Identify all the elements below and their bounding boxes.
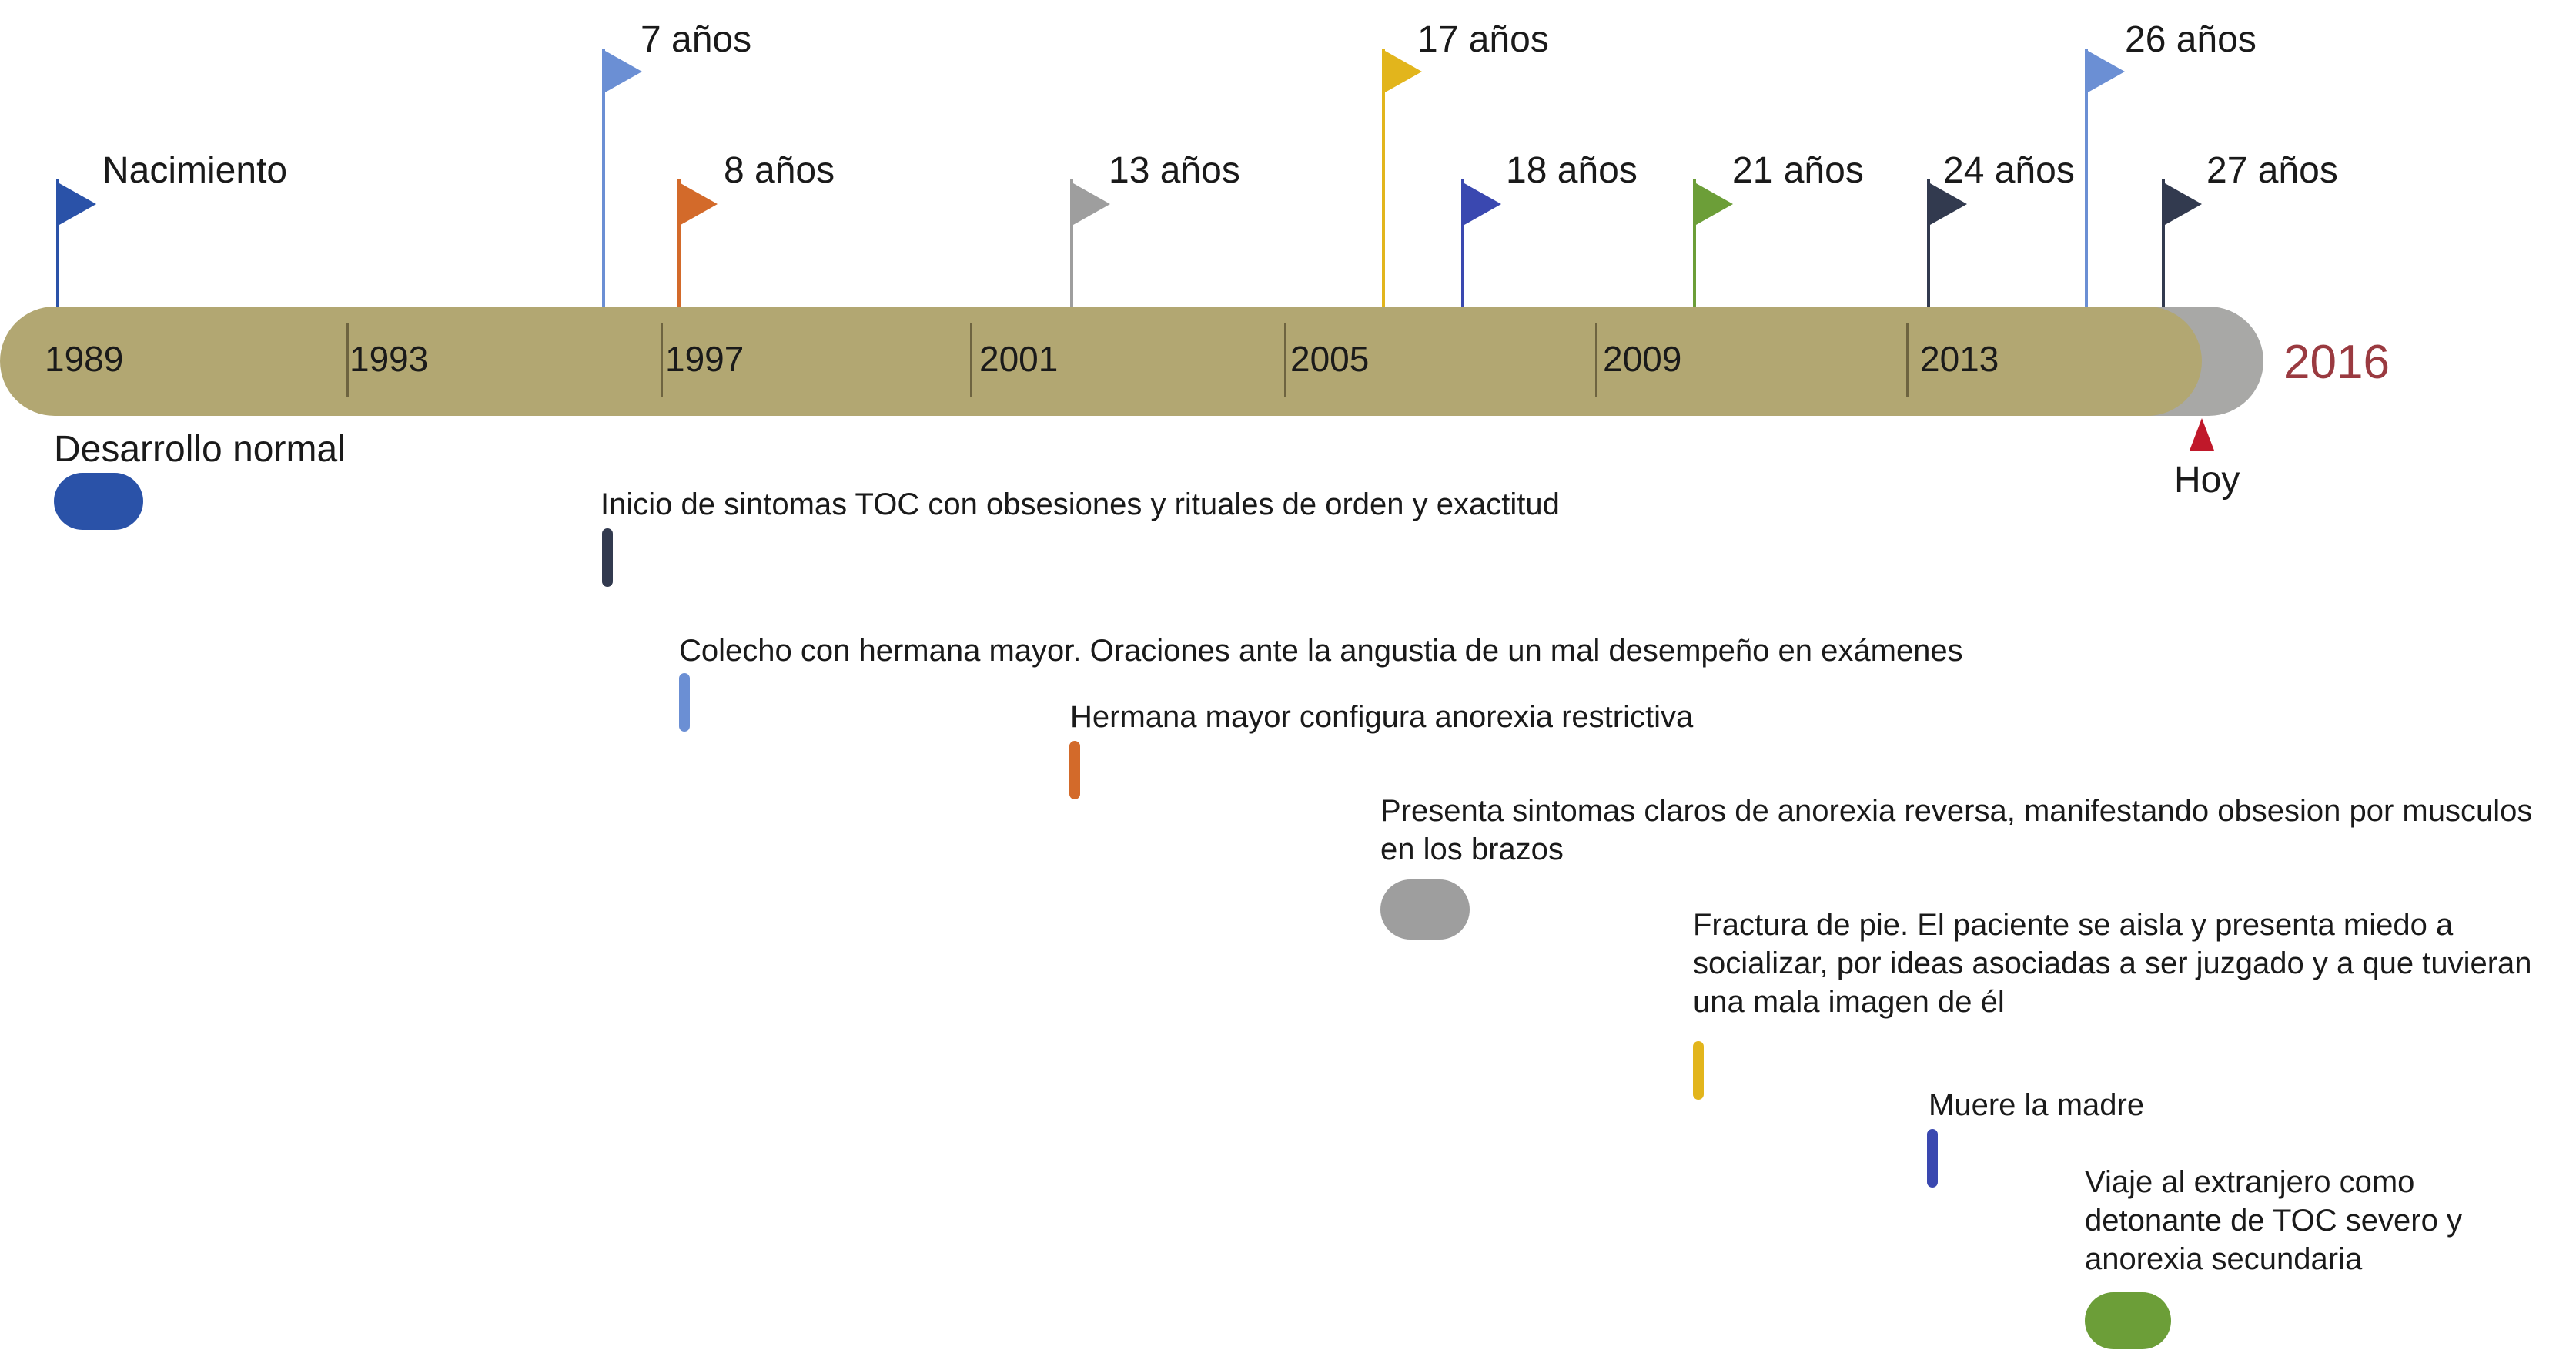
event-text: Fractura de pie. El paciente se aisla y …: [1693, 908, 2532, 1019]
timeline-bar: [0, 307, 2202, 416]
year-tick: [346, 323, 349, 397]
flag-label: Nacimiento: [102, 150, 288, 191]
event-marker: [602, 528, 613, 587]
flag-pole: [1382, 49, 1385, 307]
year-label: 2001: [979, 339, 1059, 379]
year-tick: [1284, 323, 1286, 397]
year-label: 1989: [45, 339, 124, 379]
year-tick: [661, 323, 663, 397]
flag-icon: [59, 183, 96, 225]
year-label: 2005: [1290, 339, 1370, 379]
flag-pole: [1461, 179, 1464, 307]
flag-pole: [677, 179, 681, 307]
flag-pole: [1927, 179, 1930, 307]
today-marker-icon: [2190, 418, 2214, 451]
year-label: 2009: [1603, 339, 1682, 379]
flag-pole: [602, 49, 605, 307]
event-text: Desarrollo normal: [54, 429, 346, 470]
flag-icon: [605, 51, 642, 92]
flag-icon: [681, 183, 718, 225]
flag-label: 24 años: [1943, 150, 2075, 191]
event-text: Muere la madre: [1929, 1088, 2145, 1122]
event-marker: [679, 673, 690, 732]
flag-label: 18 años: [1506, 150, 1638, 191]
year-label: 2013: [1920, 339, 1999, 379]
flag-icon: [2165, 183, 2202, 225]
flag-label: 7 años: [641, 19, 752, 60]
flag-label: 26 años: [2125, 19, 2257, 60]
flag-label: 8 años: [724, 150, 835, 191]
end-year-label: 2016: [2283, 336, 2390, 389]
flag-pole: [2162, 179, 2165, 307]
flag-icon: [1930, 183, 1967, 225]
today-label: Hoy: [2174, 460, 2240, 501]
year-tick: [1595, 323, 1597, 397]
flag-pole: [2085, 49, 2088, 307]
event-text: Inicio de sintomas TOC con obsesiones y …: [601, 487, 1560, 521]
flag-icon: [1696, 183, 1733, 225]
flag-label: 27 años: [2206, 150, 2338, 191]
flag-label: 13 años: [1109, 150, 1240, 191]
flag-icon: [1073, 183, 1110, 225]
event-marker: [1927, 1129, 1938, 1188]
flag-pole: [56, 179, 59, 307]
event-text: Hermana mayor configura anorexia restric…: [1070, 700, 1694, 734]
event-text: Colecho con hermana mayor. Oraciones ant…: [679, 634, 1963, 668]
event-text: Viaje al extranjero como detonante de TO…: [2085, 1165, 2462, 1276]
flag-label: 21 años: [1732, 150, 1864, 191]
event-marker: [2085, 1292, 2171, 1349]
flag-icon: [1464, 183, 1501, 225]
event-marker: [1069, 741, 1080, 799]
year-tick: [1906, 323, 1909, 397]
flag-label: 17 años: [1417, 19, 1549, 60]
event-marker: [1693, 1041, 1704, 1100]
year-tick: [970, 323, 972, 397]
flag-pole: [1070, 179, 1073, 307]
flag-pole: [1693, 179, 1696, 307]
event-text: Presenta sintomas claros de anorexia rev…: [1380, 794, 2533, 866]
year-label: 1993: [350, 339, 429, 379]
year-label: 1997: [665, 339, 744, 379]
flag-icon: [1385, 51, 1422, 92]
event-marker: [1380, 879, 1470, 940]
flag-icon: [2088, 51, 2125, 92]
event-marker: [54, 473, 143, 530]
